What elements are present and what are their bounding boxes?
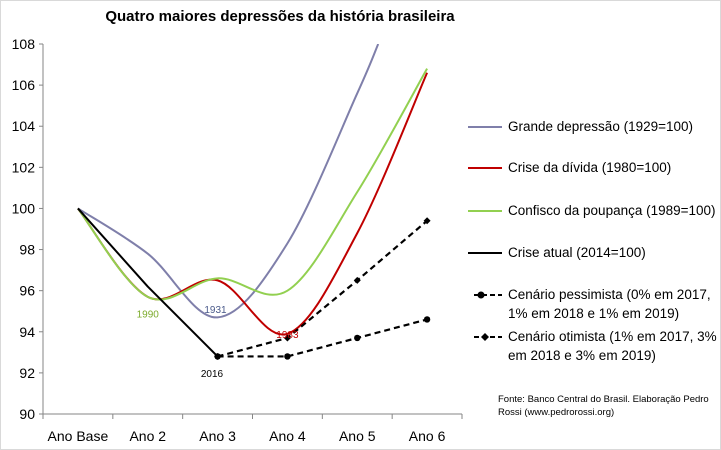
legend-label: Confisco da poupança (1989=100) [508, 203, 716, 218]
source-note: Fonte: Banco Central do Brasil. Elaboraç… [498, 394, 709, 418]
y-tick-label: 92 [19, 365, 35, 381]
series-5-point [283, 334, 291, 342]
series-2-line [77, 68, 428, 301]
annotation-label: 1983 [276, 330, 299, 341]
series-5-point [423, 217, 431, 225]
series-1-line [77, 72, 428, 336]
legend-label: Grande depressão (1929=100) [508, 119, 694, 134]
y-tick-label: 90 [19, 406, 35, 422]
legend-item-grande-depressao: Grande depressão (1929=100) [468, 117, 718, 157]
y-tick-label: 96 [19, 283, 35, 299]
annotation-label: 2016 [201, 369, 224, 380]
y-tick-label: 106 [12, 77, 36, 93]
legend-item-confisco: Confisco da poupança (1989=100) [468, 201, 718, 241]
series-4-line [217, 318, 428, 358]
y-tick-label: 102 [12, 159, 36, 175]
legend-item-crise-atual: Crise atual (2014=100) [468, 243, 718, 283]
legend-item-pessimista: Cenário pessimista (0% em 2017, 1% em 20… [468, 285, 718, 325]
y-tick-label: 100 [12, 200, 36, 216]
legend-label: Cenário pessimista (0% em 2017, 1% em 20… [508, 287, 711, 321]
legend-item-otimista: Cenário otimista (1% em 2017, 3% em 2018… [468, 327, 718, 367]
legend-label: Cenário otimista (1% em 2017, 3% em 2018… [508, 329, 717, 363]
series-3-line [77, 207, 219, 358]
series-5-point [353, 276, 361, 284]
legend-label: Crise atual (2014=100) [508, 245, 646, 260]
legend: Grande depressão (1929=100) Crise da dív… [468, 0, 718, 450]
x-tick-label: Ano 4 [269, 428, 306, 444]
y-tick-label: 94 [19, 324, 35, 340]
legend-label: Crise da dívida (1980=100) [508, 160, 672, 175]
y-tick-label: 108 [12, 36, 36, 52]
x-tick-label: Ano 5 [339, 428, 376, 444]
series-5-point [214, 352, 222, 360]
x-tick-label: Ano Base [48, 428, 109, 444]
chart-title: Quatro maiores depressões da história br… [105, 8, 455, 25]
x-tick-label: Ano 6 [409, 428, 446, 444]
series-4-point [423, 316, 431, 323]
legend-item-crise-da-divida: Crise da dívida (1980=100) [468, 158, 718, 198]
x-tick-label: Ano 2 [129, 428, 166, 444]
x-tick-label: Ano 3 [199, 428, 236, 444]
legend-marker-circle [477, 291, 485, 299]
series-4-point [284, 353, 291, 360]
legend-marker-diamond [481, 333, 489, 341]
annotation-label: 1931 [204, 305, 227, 316]
series-0-line [77, 44, 380, 319]
annotation-label: 1990 [137, 309, 160, 320]
series-4-point [354, 334, 361, 342]
y-tick-label: 98 [19, 242, 35, 258]
y-tick-label: 104 [12, 118, 36, 134]
